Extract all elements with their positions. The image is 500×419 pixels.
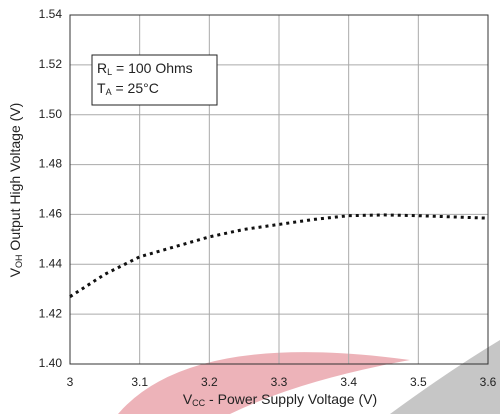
axis-label-text: V <box>7 267 23 277</box>
axis-label-sub: CC <box>192 398 205 408</box>
x-tick-label: 3.6 <box>480 375 497 389</box>
annotation-text: = 100 Ohms <box>112 60 193 76</box>
annotation-sub: L <box>107 67 112 77</box>
plot-frame <box>69 14 489 365</box>
x-axis-label: VCC - Power Supply Voltage (V) <box>183 391 377 409</box>
x-tick-label: 3.3 <box>271 375 288 389</box>
axis-label-sub: OH <box>14 254 24 268</box>
y-axis-label: VOH Output High Voltage (V) <box>7 103 25 278</box>
watermark <box>390 340 500 414</box>
annotation: RL = 100 Ohms <box>97 60 193 78</box>
x-tick-label: 3.2 <box>201 375 218 389</box>
x-tick-label: 3.5 <box>410 375 427 389</box>
y-tick-label: 1.42 <box>39 306 63 320</box>
x-tick-label: 3.4 <box>340 375 357 389</box>
axis-label-text: - Power Supply Voltage (V) <box>205 391 377 407</box>
annotation-text: = 25°C <box>112 80 159 96</box>
annotation-text: R <box>97 60 107 76</box>
y-tick-label: 1.50 <box>39 107 63 121</box>
axis-label-text: Output High Voltage (V) <box>7 103 23 255</box>
y-tick-label: 1.52 <box>39 57 63 71</box>
y-tick-label: 1.54 <box>39 7 63 21</box>
axis-label-text: V <box>183 391 193 407</box>
annotation-text: T <box>97 80 106 96</box>
watermark <box>118 352 410 414</box>
y-tick-label: 1.44 <box>39 256 63 270</box>
x-tick-label: 3 <box>67 375 74 389</box>
annotation-sub: A <box>106 87 112 97</box>
annotation-box <box>91 54 218 106</box>
x-tick-label: 3.1 <box>131 375 148 389</box>
annotation: TA = 25°C <box>97 80 159 98</box>
y-tick-label: 1.46 <box>39 207 63 221</box>
y-tick-label: 1.40 <box>39 356 63 370</box>
y-tick-label: 1.48 <box>39 157 63 171</box>
